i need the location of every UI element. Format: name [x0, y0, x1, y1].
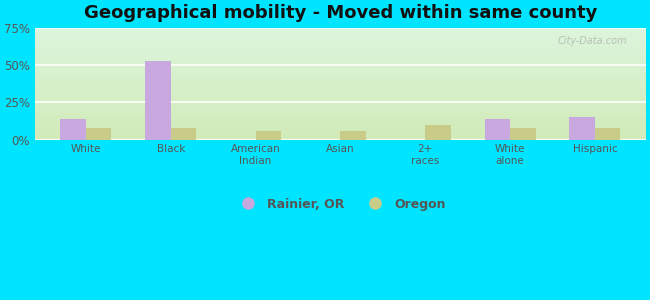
Bar [510, 128, 536, 140]
Title: Geographical mobility - Moved within same county: Geographical mobility - Moved within sam… [84, 4, 597, 22]
Bar [146, 61, 171, 140]
Legend: Rainier, OR, Oregon: Rainier, OR, Oregon [230, 193, 450, 216]
Bar [86, 128, 111, 140]
Bar [569, 117, 595, 140]
Text: City-Data.com: City-Data.com [558, 36, 627, 46]
Bar [255, 130, 281, 140]
Bar [595, 128, 620, 140]
Bar [485, 119, 510, 140]
Bar [425, 125, 450, 140]
Bar [60, 119, 86, 140]
Bar [341, 130, 366, 140]
Bar [171, 128, 196, 140]
